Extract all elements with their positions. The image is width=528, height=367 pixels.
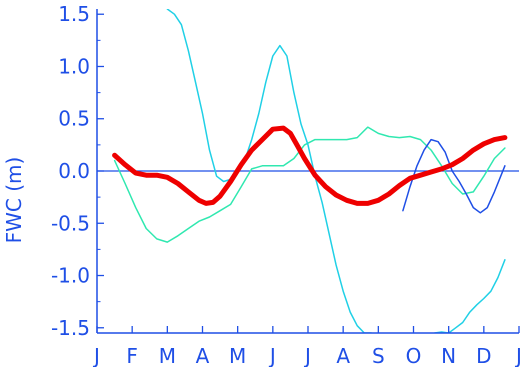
x-tick-label: S — [372, 344, 385, 367]
x-tick-label: J — [268, 344, 276, 367]
y-tick-label: 0.0 — [58, 159, 90, 183]
x-tick-label: N — [441, 344, 456, 367]
x-tick-label: J — [92, 344, 100, 367]
x-tick-label: F — [126, 344, 138, 367]
y-tick-label: -0.5 — [51, 211, 90, 235]
x-tick-label: J — [514, 344, 522, 367]
x-tick-label: O — [406, 344, 422, 367]
y-tick-label: 1.5 — [58, 2, 90, 26]
series-line-mean — [112, 125, 508, 206]
x-tick-label: A — [196, 344, 210, 367]
x-tick-label: M — [159, 344, 176, 367]
series-line-envelope-high — [166, 9, 373, 333]
plot-series — [97, 9, 519, 333]
y-tick-label: 1.0 — [58, 54, 90, 78]
x-tick-label: M — [229, 344, 246, 367]
plot-axes — [96, 9, 520, 334]
y-tick-labels: -1.5 -1.0 -0.5 0.0 0.5 1.0 1.5 — [51, 2, 90, 340]
series-line-outer-low — [433, 259, 506, 333]
y-axis-title: FWC (m) — [2, 157, 26, 244]
y-tick-label: -1.0 — [51, 264, 90, 288]
series-line-year-2007 — [402, 138, 506, 214]
x-tick-label: A — [336, 344, 350, 367]
series-line-envelope-low — [113, 126, 506, 243]
x-tick-label: D — [476, 344, 491, 367]
y-tick-label: 0.5 — [58, 107, 90, 131]
x-tick-label: J — [303, 344, 311, 367]
y-tick-label: -1.5 — [51, 316, 90, 340]
